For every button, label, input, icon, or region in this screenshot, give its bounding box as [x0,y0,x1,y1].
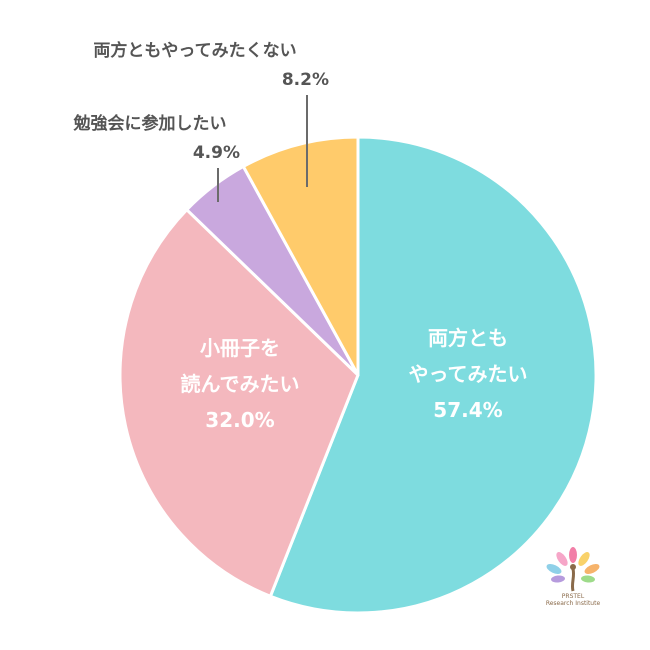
logo: PRSTEL Research Institute [540,545,606,611]
logo-line-1: PRSTEL [561,593,585,600]
slice-label-1: 両方とも [428,326,508,350]
slice-value-4: 8.2% [282,70,329,90]
pie-slice-2 [118,208,360,598]
slice-value-1: 57.4% [433,398,502,422]
logo-line-2: Research Institute [545,600,601,607]
slice-label-3: 勉強会に参加したい [73,113,227,134]
slice-value-3: 4.9% [193,143,240,163]
pie-slice-4 [241,135,360,377]
slice-value-2: 32.0% [205,408,274,432]
slice-label-2: 読んでみたい [181,372,300,396]
tree-logo-icon [546,547,600,592]
pie-slice-1 [268,135,598,615]
slice-label-2: 小冊子を [200,336,280,360]
slice-label-1: やってみたい [409,362,528,386]
slice-label-4: 両方ともやってみたくない [93,40,296,61]
